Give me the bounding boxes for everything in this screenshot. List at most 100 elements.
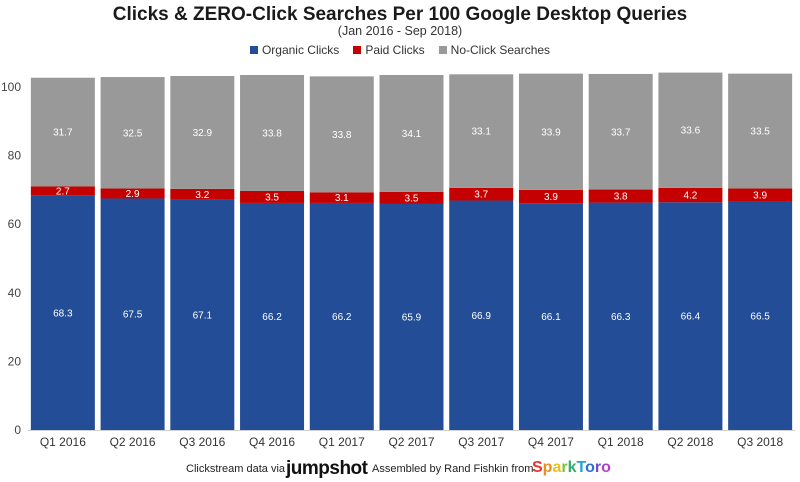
- y-tick-label: 20: [8, 354, 22, 368]
- data-label: 34.1: [402, 129, 422, 140]
- data-label: 3.8: [614, 192, 628, 203]
- legend-item-noclick: No-Click Searches: [438, 43, 551, 57]
- data-label: 33.8: [262, 128, 282, 139]
- data-label: 3.9: [753, 191, 767, 202]
- x-tick-label: Q3 2016: [179, 435, 225, 449]
- bar-segment: [518, 189, 583, 204]
- bar-segment: [728, 188, 793, 202]
- footer-clickstream-text: Clickstream data via: [186, 463, 286, 475]
- data-label: 67.1: [193, 310, 213, 321]
- legend-label-noclick: No-Click Searches: [450, 43, 551, 57]
- bar-segment: [728, 73, 793, 189]
- data-label: 66.2: [262, 312, 282, 323]
- data-label: 33.6: [681, 126, 701, 137]
- legend-item-organic: Organic Clicks: [249, 43, 340, 57]
- data-label: 32.5: [123, 128, 143, 139]
- x-tick-label: Q2 2018: [667, 435, 713, 449]
- legend-swatch-paid: [353, 46, 362, 54]
- bar-segment: [170, 188, 235, 200]
- x-tick-label: Q4 2017: [528, 435, 574, 449]
- data-label: 3.1: [335, 193, 349, 204]
- bar-segment: [449, 187, 514, 201]
- bar-segment: [449, 74, 514, 188]
- bar-segment: [518, 73, 583, 190]
- x-tick-label: Q3 2018: [737, 435, 783, 449]
- x-tick-label: Q4 2016: [249, 435, 295, 449]
- data-label: 65.9: [402, 312, 422, 323]
- data-label: 67.5: [123, 310, 143, 321]
- sparktoro-logo: SparkToro: [532, 459, 611, 476]
- x-tick-label: Q2 2016: [110, 435, 156, 449]
- legend-swatch-organic: [249, 46, 258, 54]
- x-tick-label: Q2 2017: [388, 435, 434, 449]
- stacked-bar-chart: 0 20 40 60 80 100 68.3 2.7 31.7 Q1 2016 67.5 2.9 32.…: [1, 72, 795, 449]
- bar-segment: [30, 77, 95, 187]
- bar-segment: [588, 189, 653, 203]
- data-label: 66.5: [750, 311, 770, 322]
- bar-segment: [309, 76, 374, 193]
- data-label: 33.1: [471, 127, 491, 138]
- y-tick-label: 60: [8, 217, 22, 231]
- bar-segment: [309, 202, 374, 430]
- legend-swatch-noclick: [438, 46, 447, 54]
- bar-segment: [658, 187, 723, 203]
- bar-segment: [170, 76, 235, 189]
- bar-segment: [379, 191, 444, 204]
- legend-item-paid: Paid Clicks: [353, 43, 425, 57]
- data-label: 4.2: [683, 191, 697, 202]
- data-label: 33.9: [541, 127, 561, 138]
- data-label: 3.5: [405, 193, 419, 204]
- data-label: 3.9: [544, 192, 558, 203]
- data-label: 3.2: [195, 190, 209, 201]
- bar-segment: [658, 202, 723, 430]
- bar-segment: [30, 186, 95, 196]
- y-tick-label: 80: [8, 149, 22, 163]
- legend: Organic Clicks Paid Clicks No-Click Sear…: [0, 43, 800, 57]
- data-label: 33.5: [750, 127, 770, 138]
- data-label: 66.3: [611, 312, 631, 323]
- data-label: 33.8: [332, 130, 352, 141]
- legend-label-paid: Paid Clicks: [365, 43, 425, 57]
- bar-segment: [309, 192, 374, 203]
- data-label: 3.7: [474, 190, 488, 201]
- bar-segment: [658, 72, 723, 188]
- bar-segment: [100, 198, 165, 430]
- bar-segment: [100, 77, 165, 189]
- data-label: 3.5: [265, 192, 279, 203]
- bar-segment: [100, 188, 165, 199]
- bar-segment: [240, 74, 305, 191]
- data-label: 2.7: [56, 187, 70, 198]
- data-label: 33.7: [611, 127, 631, 138]
- bar-segment: [588, 73, 653, 190]
- bar-segment: [240, 202, 305, 430]
- x-tick-label: Q1 2016: [40, 435, 86, 449]
- footer-assembled-text: Assembled by Rand Fishkin from: [372, 463, 534, 475]
- x-tick-label: Q1 2018: [598, 435, 644, 449]
- bar-segment: [518, 203, 583, 430]
- y-tick-label: 0: [14, 423, 21, 437]
- bar-segment: [379, 74, 444, 192]
- x-tick-label: Q3 2017: [458, 435, 504, 449]
- chart-title: Clicks & ZERO-Click Searches Per 100 Goo…: [112, 4, 688, 25]
- data-label: 31.7: [53, 128, 73, 139]
- bar-segment: [449, 200, 514, 430]
- bar-segment: [30, 195, 95, 430]
- y-tick-label: 40: [8, 286, 22, 300]
- bar-segment: [240, 190, 305, 203]
- data-label: 66.9: [471, 311, 491, 322]
- jumpshot-logo: jumpshot: [286, 458, 368, 479]
- data-label: 2.9: [126, 189, 140, 200]
- bar-segment: [728, 201, 793, 430]
- bar-segment: [379, 203, 444, 430]
- chart-subtitle: (Jan 2016 - Sep 2018): [337, 24, 463, 38]
- data-label: 68.3: [53, 308, 73, 319]
- footer: Clickstream data via jumpshot Assembled …: [0, 458, 800, 480]
- data-label: 32.9: [193, 128, 213, 139]
- data-label: 66.2: [332, 312, 352, 323]
- x-tick-label: Q1 2017: [319, 435, 365, 449]
- y-tick-label: 100: [1, 80, 21, 94]
- bar-segment: [588, 202, 653, 430]
- bar-segment: [170, 199, 235, 430]
- data-label: 66.4: [681, 312, 701, 323]
- legend-label-organic: Organic Clicks: [261, 43, 340, 57]
